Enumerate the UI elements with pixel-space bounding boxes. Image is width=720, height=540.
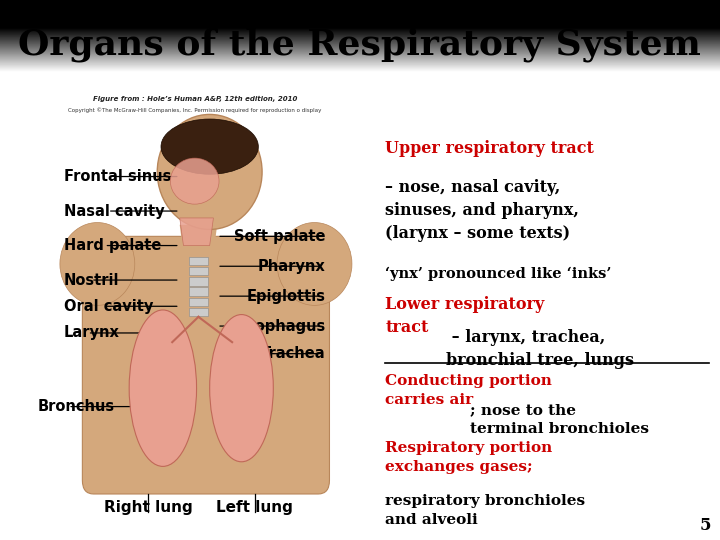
Polygon shape <box>189 257 208 265</box>
Text: Copyright ©The McGraw-Hill Companies, Inc. Permission required for reproduction : Copyright ©The McGraw-Hill Companies, In… <box>68 107 321 113</box>
Text: ; nose to the
terminal bronchioles: ; nose to the terminal bronchioles <box>470 403 649 436</box>
Text: Soft palate: Soft palate <box>234 229 325 244</box>
Ellipse shape <box>277 222 352 305</box>
Polygon shape <box>189 308 208 316</box>
Text: – nose, nasal cavity,
sinuses, and pharynx,
(larynx – some texts): – nose, nasal cavity, sinuses, and phary… <box>385 179 579 241</box>
Ellipse shape <box>210 315 274 462</box>
Ellipse shape <box>129 310 197 467</box>
Text: Oral cavity: Oral cavity <box>63 299 153 314</box>
Text: Left lung: Left lung <box>216 500 293 515</box>
Text: respiratory bronchioles
and alveoli: respiratory bronchioles and alveoli <box>385 494 585 527</box>
Ellipse shape <box>157 114 262 230</box>
Polygon shape <box>189 287 208 296</box>
Text: Bronchus: Bronchus <box>37 399 114 414</box>
Text: Larynx: Larynx <box>63 326 120 340</box>
Text: Hard palate: Hard palate <box>63 238 161 253</box>
Text: – larynx, trachea,
bronchial tree, lungs: – larynx, trachea, bronchial tree, lungs <box>446 329 634 369</box>
Text: Nostril: Nostril <box>63 273 119 288</box>
Text: ‘ynx’ pronounced like ‘inks’: ‘ynx’ pronounced like ‘inks’ <box>385 266 611 281</box>
Text: Esophagus: Esophagus <box>236 319 325 334</box>
Text: Upper respiratory tract: Upper respiratory tract <box>385 140 594 157</box>
Text: Respiratory portion
exchanges gases;: Respiratory portion exchanges gases; <box>385 441 552 474</box>
Polygon shape <box>189 267 208 275</box>
FancyBboxPatch shape <box>82 237 330 494</box>
Polygon shape <box>180 218 213 246</box>
Text: Epiglottis: Epiglottis <box>247 289 325 303</box>
Text: Trachea: Trachea <box>261 346 325 361</box>
Ellipse shape <box>60 222 135 305</box>
Polygon shape <box>189 278 208 286</box>
Text: Right lung: Right lung <box>104 500 192 515</box>
Text: Lower respiratory
tract: Lower respiratory tract <box>385 296 544 336</box>
Text: Frontal sinus: Frontal sinus <box>63 169 171 184</box>
Polygon shape <box>180 225 217 255</box>
Text: Conducting portion
carries air: Conducting portion carries air <box>385 374 552 407</box>
Ellipse shape <box>161 119 258 174</box>
Text: Nasal cavity: Nasal cavity <box>63 204 164 219</box>
Ellipse shape <box>171 158 219 204</box>
Text: 5: 5 <box>700 517 711 535</box>
Text: Pharynx: Pharynx <box>258 259 325 274</box>
Text: Figure from : Hole’s Human A&P, 12th edition, 2010: Figure from : Hole’s Human A&P, 12th edi… <box>92 96 297 102</box>
Polygon shape <box>189 298 208 306</box>
Text: Organs of the Respiratory System: Organs of the Respiratory System <box>18 28 701 62</box>
